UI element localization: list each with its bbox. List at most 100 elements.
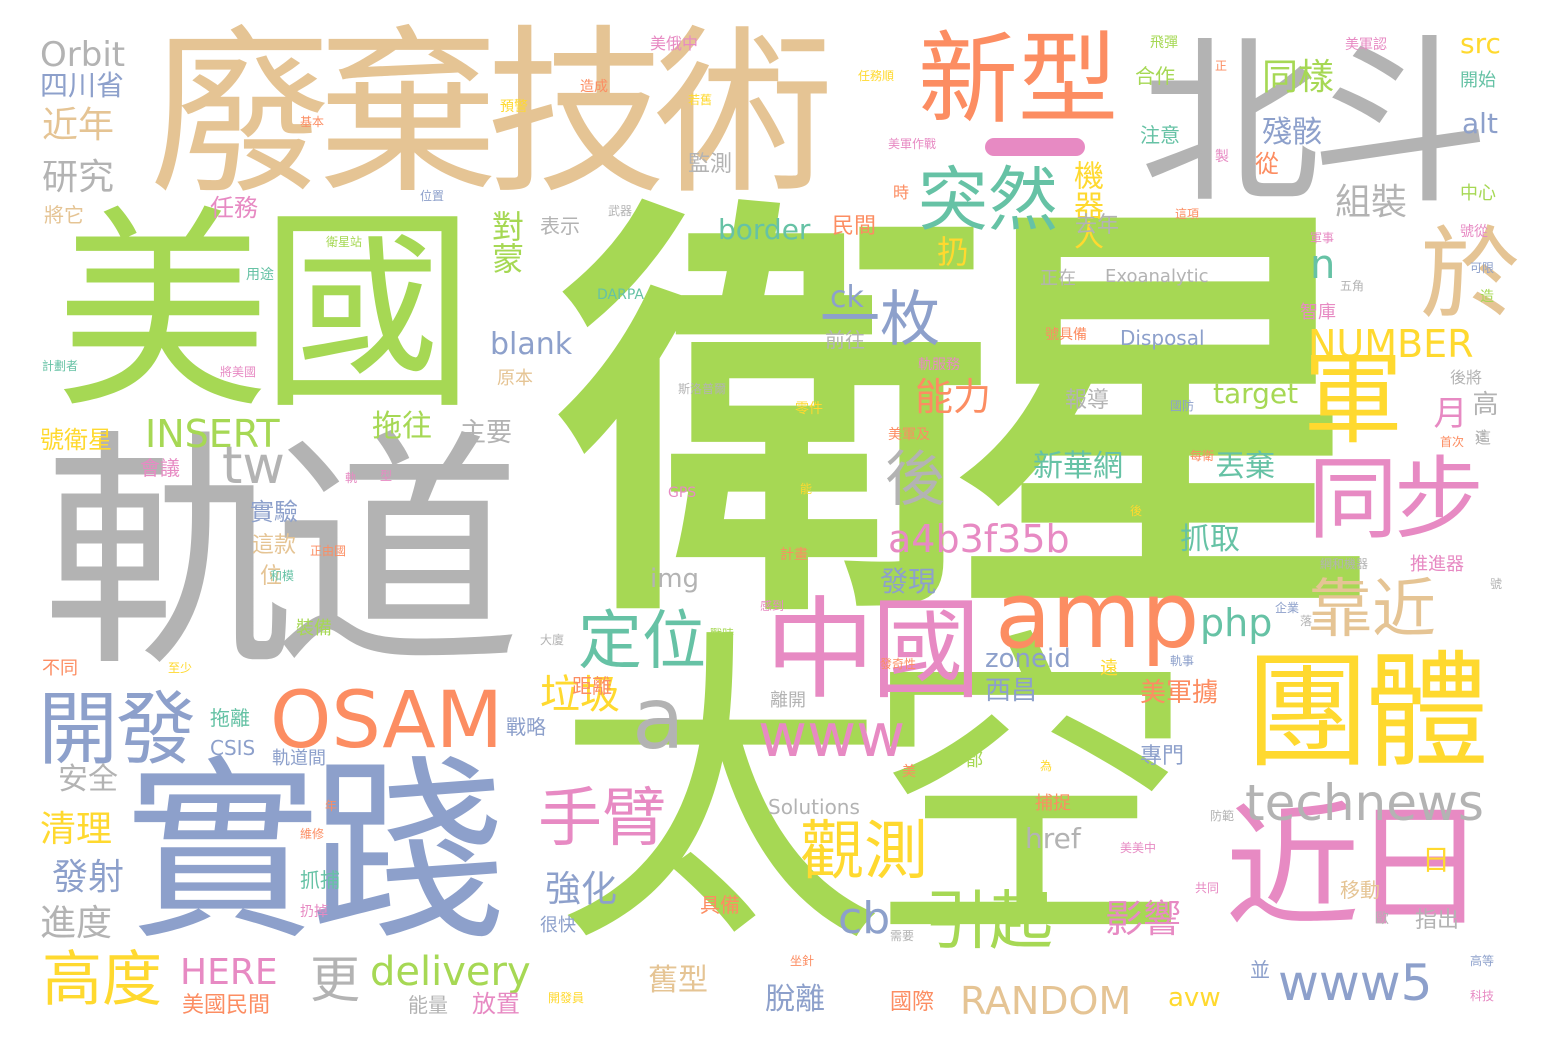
word-small: 武器 [608,204,633,218]
word-ri: 日 [1418,845,1451,873]
word-shoubi: 手臂 [538,782,666,856]
word-diuqi: 丟棄 [1215,449,1275,484]
word-tuanti: 團體 [1245,640,1489,785]
word-tuoli2: 拖離 [210,706,250,730]
word-small: 任務順 [858,69,895,83]
word-meiguominjian: 美國民間 [182,993,271,1018]
word-henkuai: 很快 [540,915,576,936]
word-jun: 軍 [1303,341,1403,458]
word-qianwang: 前往 [825,328,865,352]
word-small: 號 [1490,577,1503,591]
word-taikong: 太空 [555,603,1195,987]
word-small: 坐針 [790,954,815,968]
word-zhichu: 指出 [1415,908,1460,933]
word-biaoshi: 表示 [540,214,580,238]
word-small: 扔掉 [300,904,328,920]
word-yujing: 預警 [500,99,528,115]
word-small: 都 [965,750,983,771]
word-jiuxing: 舊型 [648,963,708,998]
word-jinri: 近日 [1225,789,1487,946]
word-gaodu: 高度 [42,945,162,1015]
word-small: 需要 [890,929,915,943]
word-small: 美美中 [1120,841,1157,855]
word-php: php [1200,601,1273,645]
word-small: 軍事 [1310,231,1335,245]
word-shiyan: 實驗 [250,498,298,526]
word-small: 維修 [300,827,325,841]
word-zhongguo: 中國 [765,586,981,714]
word-disposal: Disposal [1120,326,1205,350]
word-small: 捕捉 [1035,793,1071,814]
word-kaojin: 靠近 [1308,573,1436,647]
word-houjiang: 後將 [1450,368,1483,387]
word-minjian: 民間 [832,214,877,239]
word-gao: 高 [1468,390,1498,416]
word-small: 正由國 [310,544,347,558]
word-small: 國防 [1170,399,1195,413]
word-small: 可限 [1470,261,1495,275]
word-hezuo: 合作 [1135,64,1175,88]
word-small: 若舊 [688,93,713,107]
word-small: 美 [902,764,916,780]
word-small: 防範 [1210,809,1235,823]
word-zhe: 這 [1475,428,1492,447]
word-small: 軌服務 [918,357,960,373]
word-small: 計畫 [780,547,808,563]
word-wei: 位 [260,564,283,589]
word-zhuabu: 抓捕 [300,868,340,892]
word-number: NUMBER [1308,322,1474,366]
word-ck: ck [830,280,864,315]
word-small: 將美國 [220,365,257,379]
word-zoneid: zoneid [985,644,1071,674]
word-feiqi: 廢棄技術 [150,10,834,219]
word-small: 基本 [300,115,325,129]
word-gps: GPS [668,485,697,501]
word-small: 用途 [246,267,274,283]
word-small: 零件 [795,401,823,417]
word-meijunlu: 美軍擄 [1140,678,1219,708]
word-small: 年 [325,799,338,813]
word-zhuaqu: 抓取 [1180,522,1240,557]
word-guidaojian: 軌道間 [272,748,326,769]
word-anquan: 安全 [58,762,118,797]
word-guance: 觀測 [800,815,928,889]
word-a: a [632,669,685,769]
word-small: 這 [1475,429,1488,443]
word-small: 號從 [1460,224,1488,240]
word-border: border [718,213,811,246]
word-nengli: 能力 [915,375,992,419]
word-www: www [758,701,906,771]
word-small: 軌 [345,471,358,485]
word-zhuyi: 注意 [1140,123,1180,147]
word-technews: technews [1245,774,1484,832]
word-xinhuawang: 新華網 [1033,449,1123,484]
word-canhai: 殘骸 [1262,115,1322,150]
word-yu: 於 [1420,216,1520,333]
dash-mark [985,138,1085,156]
word-small: 至少 [168,661,193,675]
word-fangzhi: 放置 [472,990,520,1018]
word-small: 斯洛普爾 [678,382,727,396]
word-zhuanmen: 專門 [1140,744,1185,769]
word-insert: INSERT [145,412,280,456]
word-small: 歐 [1375,911,1389,927]
word-quniang: 去年 [1075,213,1120,238]
word-small: 美軍及 [888,427,930,443]
word-small: 五角 [1340,279,1365,293]
word-osam: OSAM [270,676,504,766]
word-blank: blank [490,327,573,362]
word-renwu: 任務 [210,194,258,222]
word-fashe: 發射 [52,857,125,898]
word-yanjiu: 研究 [42,157,115,198]
word-xichang: 西昌 [985,676,1038,706]
word-guidao: 軌道 [42,409,522,700]
word-small: 後 [1130,504,1143,518]
word-beidou: 北斗 [1140,20,1490,229]
word-small: 型 [380,469,393,483]
word-meiezhong: 美俄中 [650,34,699,53]
word-zhiku: 智庫 [1300,302,1336,323]
word-tongbu: 同步 [1308,447,1484,552]
word-orbit: Orbit [40,35,126,75]
word-tuoli: 脫離 [765,982,825,1017]
word-href: href [1025,822,1081,855]
